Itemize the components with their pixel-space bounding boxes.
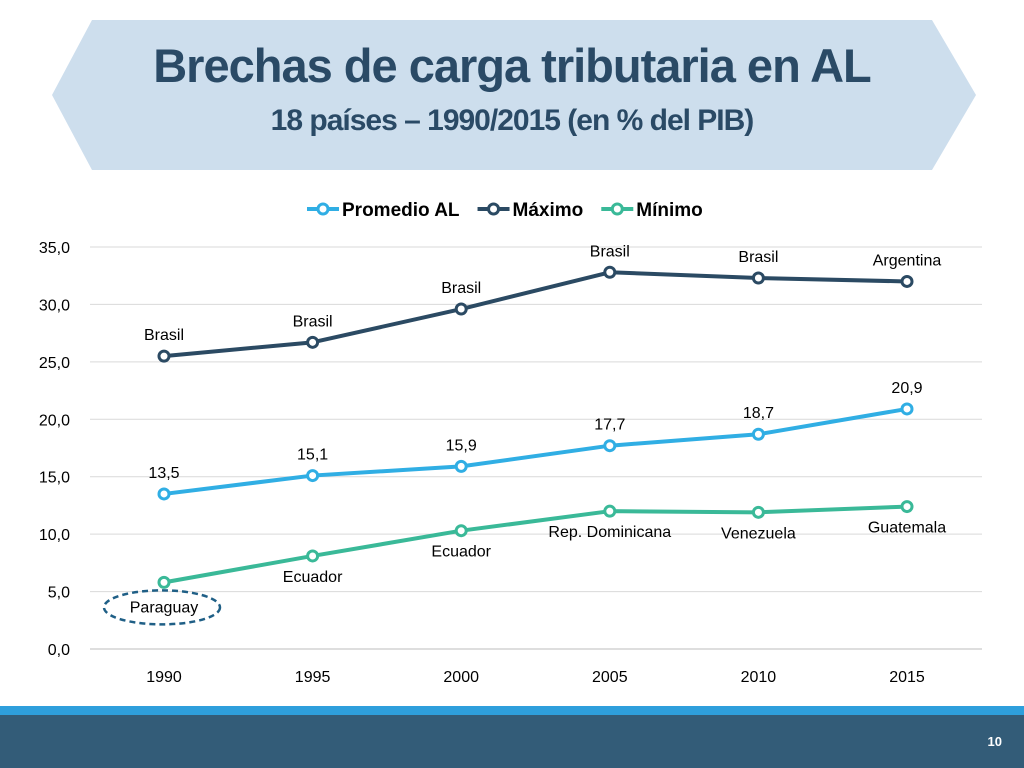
data-point	[751, 505, 765, 519]
data-point	[751, 271, 765, 285]
legend-marker	[316, 202, 330, 216]
x-tick-label: 1995	[295, 669, 331, 686]
data-label: 15,1	[297, 447, 328, 464]
y-tick-label: 15,0	[39, 470, 70, 487]
y-tick-label: 25,0	[39, 355, 70, 372]
footer-stripe	[0, 706, 1024, 715]
data-label: Ecuador	[283, 569, 343, 586]
x-tick-label: 1990	[146, 669, 182, 686]
slide-title: Brechas de carga tributaria en AL	[153, 39, 872, 92]
y-tick-label: 30,0	[39, 297, 70, 314]
data-label: Brasil	[590, 243, 630, 260]
data-point	[900, 500, 914, 514]
y-tick-label: 20,0	[39, 412, 70, 429]
y-tick-label: 0,0	[48, 642, 70, 659]
data-label: Venezuela	[721, 525, 796, 542]
data-label: Brasil	[293, 313, 333, 330]
data-point	[751, 427, 765, 441]
data-point	[603, 265, 617, 279]
legend-label: Mínimo	[636, 200, 703, 221]
data-label: 20,9	[891, 380, 922, 397]
data-label: Rep. Dominicana	[548, 524, 671, 541]
y-tick-label: 10,0	[39, 527, 70, 544]
banner-hexagon	[52, 20, 976, 170]
legend-marker	[487, 202, 501, 216]
data-point	[900, 402, 914, 416]
y-axis: 0,0 5,0 10,0 15,0 20,0 25,0 30,0 35,0	[39, 240, 70, 659]
x-tick-label: 2010	[741, 669, 777, 686]
data-point	[306, 469, 320, 483]
legend-marker	[610, 202, 624, 216]
series-line	[163, 406, 908, 496]
series	[157, 265, 914, 589]
title-banner	[52, 20, 976, 170]
legend: Promedio AL Máximo Mínimo	[307, 200, 703, 221]
data-label: 18,7	[743, 405, 774, 422]
data-label: Brasil	[441, 280, 481, 297]
x-axis: 1990 1995 2000 2005 2010 2015	[146, 669, 925, 686]
series-line	[163, 504, 908, 585]
data-label: Brasil	[738, 249, 778, 266]
data-point	[603, 504, 617, 518]
data-point	[306, 335, 320, 349]
y-tick-label: 5,0	[48, 585, 70, 602]
page-number: 10	[987, 734, 1002, 749]
highlight-ellipse	[102, 589, 222, 626]
data-label: Argentina	[873, 252, 942, 269]
data-label: Brasil	[144, 327, 184, 344]
data-label: Paraguay	[130, 599, 199, 616]
legend-label: Promedio AL	[342, 200, 460, 221]
footer-bar	[0, 715, 1024, 768]
legend-label: Máximo	[513, 200, 584, 221]
data-label: 15,9	[446, 437, 477, 454]
data-point	[603, 439, 617, 453]
data-label: 17,7	[594, 417, 625, 434]
series-line	[163, 270, 908, 359]
data-label: Guatemala	[868, 520, 946, 537]
data-point	[454, 302, 468, 316]
x-tick-label: 2005	[592, 669, 628, 686]
data-point	[900, 274, 914, 288]
data-point	[157, 349, 171, 363]
data-label: Ecuador	[431, 544, 491, 561]
data-point	[454, 524, 468, 538]
grid	[90, 246, 982, 650]
data-label: 13,5	[148, 465, 179, 482]
data-point	[306, 549, 320, 563]
data-point	[157, 487, 171, 501]
slide-subtitle: 18 países – 1990/2015 (en % del PIB)	[270, 104, 755, 137]
y-tick-label: 35,0	[39, 240, 70, 257]
data-point	[454, 459, 468, 473]
data-labels: 13,5 15,1 15,9 17,7 18,7 20,9 Brasil Brasil Bras…	[102, 243, 946, 626]
x-tick-label: 2000	[443, 669, 479, 686]
data-point	[157, 575, 171, 589]
x-tick-label: 2015	[889, 669, 925, 686]
